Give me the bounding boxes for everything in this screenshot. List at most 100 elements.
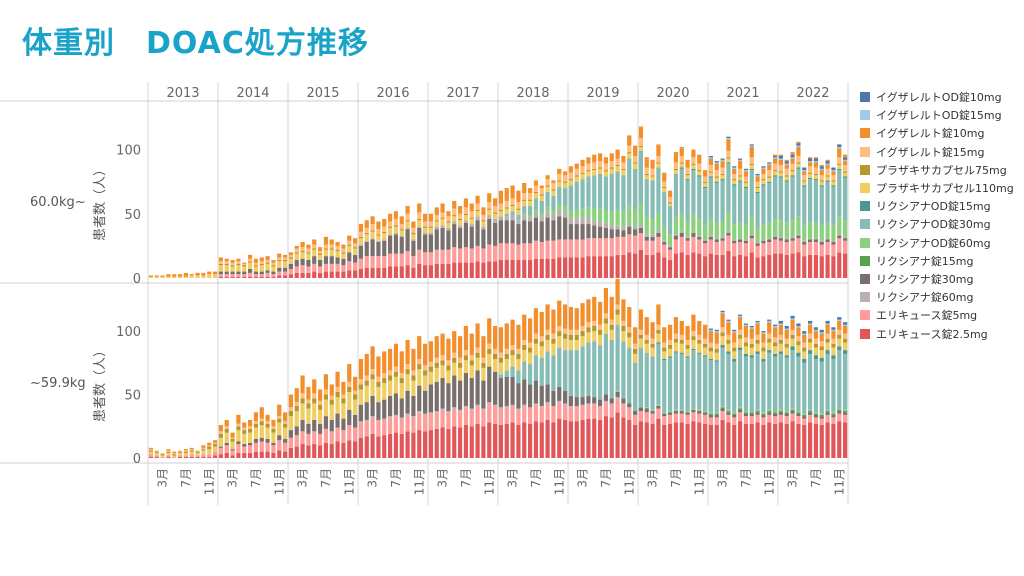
bar-segment (732, 413, 737, 415)
bar-segment (154, 452, 159, 456)
bar-segment (697, 339, 702, 344)
bar-stack (212, 271, 218, 278)
bar-segment (702, 256, 708, 278)
bar-segment (621, 331, 626, 342)
bar-segment (609, 161, 614, 168)
bar-stack (784, 326, 789, 458)
bar-segment (551, 220, 556, 241)
bar-segment (562, 390, 568, 404)
bar-segment (452, 426, 457, 458)
bar-segment (772, 218, 778, 236)
bar-segment (673, 413, 679, 423)
bar-segment (743, 356, 749, 412)
bar-segment (586, 342, 591, 396)
bar-stack (242, 422, 247, 458)
bar-segment (720, 345, 725, 348)
bar-segment (691, 336, 696, 340)
bar-segment (737, 350, 743, 408)
bar-segment (743, 323, 749, 325)
bar-segment (597, 324, 603, 330)
bar-segment (726, 334, 731, 340)
bar-segment (615, 324, 620, 391)
bar-segment (662, 240, 667, 243)
bar-segment (329, 419, 334, 432)
bar-segment (662, 244, 667, 258)
bar-segment (778, 171, 784, 173)
bar-segment (702, 347, 708, 356)
bar-segment (656, 343, 661, 405)
bar-segment (644, 254, 649, 278)
legend-item: イグザレルトOD錠10mg (860, 88, 1020, 106)
x-tick-label: 7月 (669, 468, 683, 488)
bar-segment (650, 409, 655, 412)
bar-stack (446, 211, 451, 278)
bar-segment (726, 212, 731, 232)
bar-segment (434, 411, 439, 413)
bar-stack (802, 167, 807, 278)
bar-segment (411, 240, 416, 257)
bar-segment (743, 346, 749, 354)
bar-segment (271, 452, 276, 458)
bar-stack (510, 319, 515, 458)
bar-segment (714, 177, 719, 182)
bar-segment (842, 409, 848, 412)
bar-segment (749, 343, 754, 348)
bar-segment (842, 324, 848, 326)
bar-segment (837, 346, 842, 351)
bar-segment (720, 159, 725, 162)
bar-segment (679, 352, 684, 354)
bar-segment (673, 352, 679, 410)
bar-segment (644, 352, 649, 408)
bar-segment (568, 421, 574, 458)
bar-segment (831, 180, 836, 182)
x-tick-label: 3月 (156, 468, 170, 488)
bar-segment (656, 405, 661, 409)
bar-segment (428, 341, 434, 362)
bar-stack (545, 304, 550, 458)
bar-segment (282, 260, 288, 262)
bar-stack (574, 163, 579, 278)
bar-segment (749, 164, 754, 169)
bar-segment (195, 272, 200, 276)
bar-segment (778, 240, 784, 254)
bar-segment (778, 177, 784, 221)
bar-segment (446, 370, 451, 384)
bar-stack (615, 279, 620, 458)
bar-segment (242, 452, 247, 458)
bar-segment (294, 435, 299, 447)
bar-segment (341, 398, 346, 404)
bar-segment (656, 333, 661, 343)
bar-segment (207, 275, 212, 278)
bar-segment (761, 333, 766, 343)
bar-segment (469, 408, 474, 410)
bar-segment (504, 188, 509, 190)
bar-segment (329, 248, 334, 250)
bar-segment (288, 252, 294, 255)
bar-segment (457, 411, 463, 428)
bar-segment (492, 261, 498, 278)
bar-segment (737, 254, 743, 278)
bar-segment (236, 274, 241, 277)
bar-segment (212, 442, 218, 445)
bar-segment (522, 404, 527, 406)
bar-segment (708, 360, 714, 413)
bar-segment (702, 182, 708, 187)
bar-segment (452, 362, 457, 376)
bar-segment (691, 348, 696, 351)
bar-segment (813, 162, 819, 168)
bar-segment (580, 346, 585, 398)
bar-segment (708, 329, 714, 332)
bar-segment (422, 431, 428, 458)
bar-segment (242, 271, 247, 275)
bar-stack (195, 450, 200, 458)
bar-segment (790, 171, 795, 176)
bar-segment (557, 168, 562, 174)
bar-segment (475, 195, 480, 204)
bar-stack (772, 324, 778, 458)
bar-segment (247, 428, 253, 433)
bar-segment (650, 254, 655, 278)
bar-segment (277, 275, 282, 278)
bar-segment (352, 427, 358, 442)
bar-segment (347, 364, 352, 382)
bar-segment (603, 171, 609, 177)
